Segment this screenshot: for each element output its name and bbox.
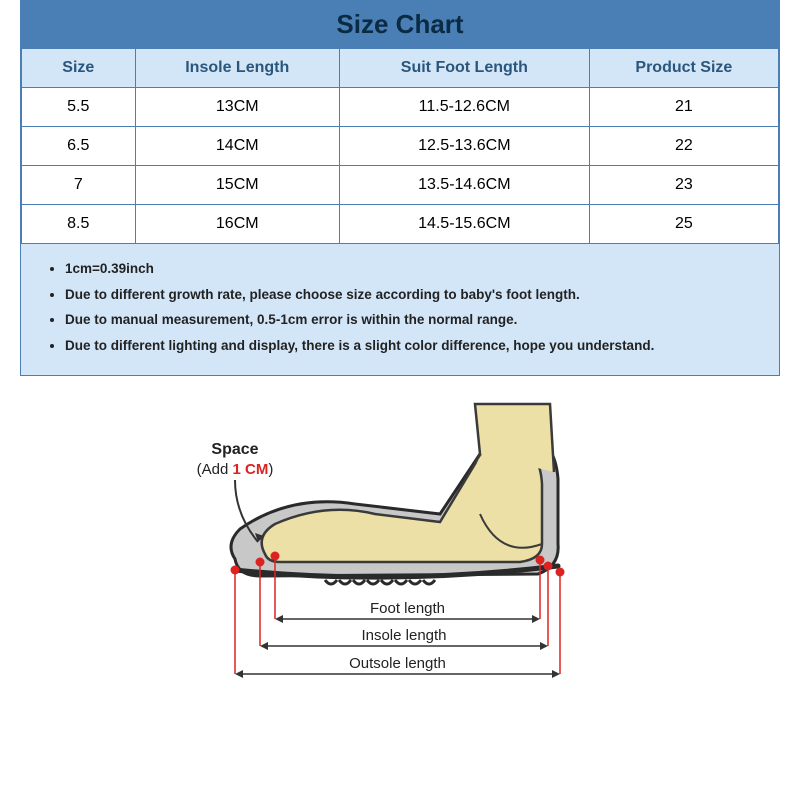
table-cell: 23 <box>589 166 778 205</box>
table-cell: 21 <box>589 88 778 127</box>
foot-diagram: Foot length Insole length Outsole length Sp… <box>0 394 800 699</box>
svg-text:Space: Space <box>211 441 258 458</box>
table-cell: 11.5-12.6CM <box>339 88 589 127</box>
chart-title: Size Chart <box>21 1 779 48</box>
table-row: 5.513CM11.5-12.6CM21 <box>22 88 779 127</box>
table-cell: 15CM <box>135 166 339 205</box>
size-table: SizeInsole LengthSuit Foot LengthProduct… <box>21 48 779 244</box>
table-cell: 14CM <box>135 127 339 166</box>
note-item: Due to manual measurement, 0.5-1cm error… <box>65 307 759 333</box>
table-cell: 25 <box>589 205 778 244</box>
column-header: Suit Foot Length <box>339 49 589 88</box>
note-item: Due to different growth rate, please cho… <box>65 282 759 308</box>
column-header: Product Size <box>589 49 778 88</box>
svg-text:Insole length: Insole length <box>361 627 446 644</box>
table-cell: 14.5-15.6CM <box>339 205 589 244</box>
table-cell: 13.5-14.6CM <box>339 166 589 205</box>
table-cell: 6.5 <box>22 127 136 166</box>
table-row: 8.516CM14.5-15.6CM25 <box>22 205 779 244</box>
note-item: 1cm=0.39inch <box>65 256 759 282</box>
table-cell: 12.5-13.6CM <box>339 127 589 166</box>
column-header: Size <box>22 49 136 88</box>
table-cell: 5.5 <box>22 88 136 127</box>
svg-text:Foot length: Foot length <box>370 600 445 617</box>
table-cell: 13CM <box>135 88 339 127</box>
svg-text:Outsole length: Outsole length <box>349 655 446 672</box>
table-cell: 16CM <box>135 205 339 244</box>
size-chart-container: Size Chart SizeInsole LengthSuit Foot Le… <box>20 0 780 376</box>
svg-text:(Add 1 CM): (Add 1 CM) <box>197 461 274 478</box>
notes-block: 1cm=0.39inchDue to different growth rate… <box>21 244 779 375</box>
note-item: Due to different lighting and display, t… <box>65 333 759 359</box>
column-header: Insole Length <box>135 49 339 88</box>
table-cell: 22 <box>589 127 778 166</box>
table-row: 6.514CM12.5-13.6CM22 <box>22 127 779 166</box>
table-row: 715CM13.5-14.6CM23 <box>22 166 779 205</box>
table-cell: 8.5 <box>22 205 136 244</box>
table-cell: 7 <box>22 166 136 205</box>
